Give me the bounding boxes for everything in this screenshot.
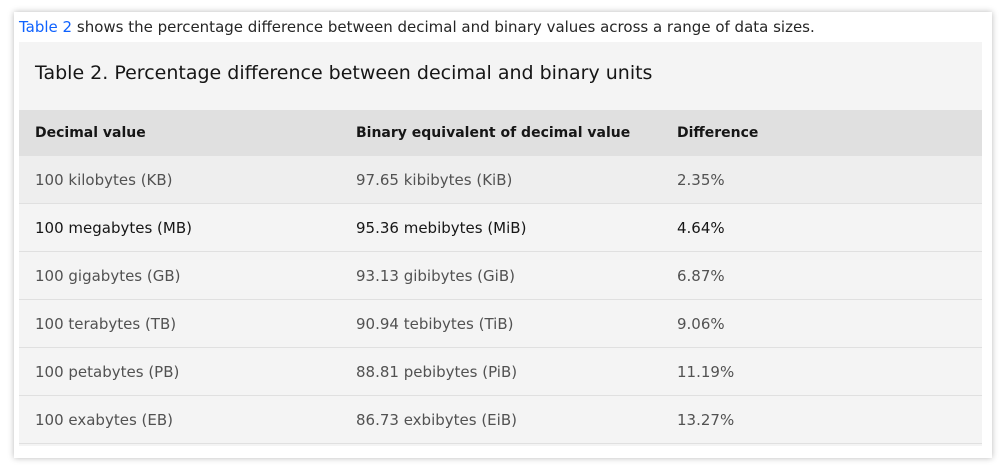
cell-binary-equivalent: 90.94 tebibytes (TiB) [340, 299, 661, 348]
cell-difference: 2.35% [661, 156, 982, 204]
table-row: 100 petabytes (PB) 88.81 pebibytes (PiB)… [19, 347, 982, 396]
table-row: 100 terabytes (TB) 90.94 tebibytes (TiB)… [19, 299, 982, 348]
cell-difference: 13.27% [661, 395, 982, 444]
table-header-row: Decimal value Binary equivalent of decim… [19, 110, 982, 156]
data-table: Decimal value Binary equivalent of decim… [19, 110, 982, 444]
cell-difference: 11.19% [661, 347, 982, 396]
cell-binary-equivalent: 95.36 mebibytes (MiB) [340, 203, 661, 252]
table-title: Table 2. Percentage difference between d… [35, 62, 653, 84]
cell-difference: 4.64% [661, 203, 982, 252]
cell-binary-equivalent: 86.73 exbibytes (EiB) [340, 395, 661, 444]
cell-decimal-value: 100 terabytes (TB) [19, 299, 340, 348]
table-row: 100 exabytes (EB) 86.73 exbibytes (EiB) … [19, 395, 982, 444]
table-container: Table 2. Percentage difference between d… [19, 42, 982, 446]
table-row: 100 kilobytes (KB) 97.65 kibibytes (KiB)… [19, 156, 982, 204]
cell-difference: 6.87% [661, 251, 982, 300]
cell-decimal-value: 100 petabytes (PB) [19, 347, 340, 396]
header-decimal-value: Decimal value [19, 110, 340, 156]
cell-decimal-value: 100 gigabytes (GB) [19, 251, 340, 300]
intro-text: shows the percentage difference between … [72, 18, 815, 36]
header-difference: Difference [661, 110, 982, 156]
table-2-link[interactable]: Table 2 [19, 18, 73, 36]
cell-binary-equivalent: 97.65 kibibytes (KiB) [340, 156, 661, 204]
header-binary-equivalent: Binary equivalent of decimal value [340, 110, 661, 156]
cell-difference: 9.06% [661, 299, 982, 348]
cell-decimal-value: 100 kilobytes (KB) [19, 156, 340, 204]
table-row: 100 megabytes (MB) 95.36 mebibytes (MiB)… [19, 203, 982, 252]
table-row: 100 gigabytes (GB) 93.13 gibibytes (GiB)… [19, 251, 982, 300]
intro-paragraph: Table 2 shows the percentage difference … [19, 17, 815, 37]
cell-decimal-value: 100 exabytes (EB) [19, 395, 340, 444]
cell-decimal-value: 100 megabytes (MB) [19, 203, 340, 252]
cell-binary-equivalent: 88.81 pebibytes (PiB) [340, 347, 661, 396]
cell-binary-equivalent: 93.13 gibibytes (GiB) [340, 251, 661, 300]
